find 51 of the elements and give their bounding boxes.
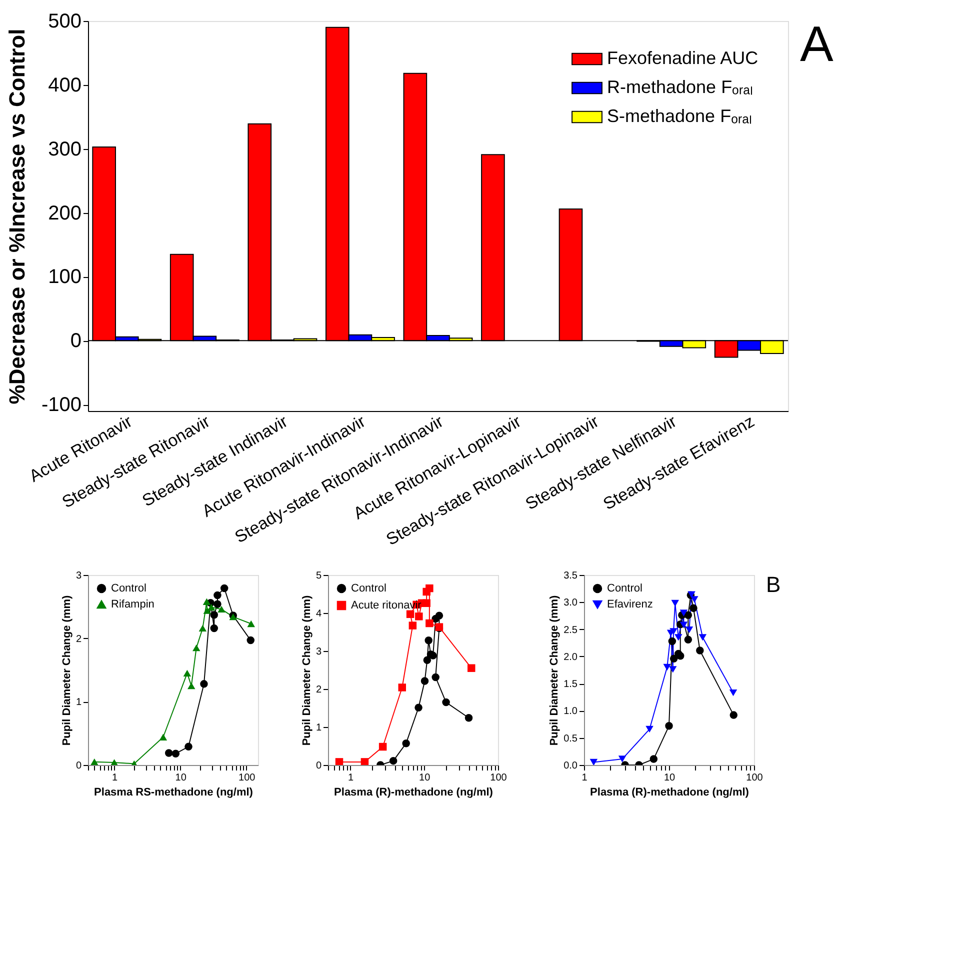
y-tick-label: 3.0 [564,598,578,609]
y-tick-label: 0 [76,760,82,772]
y-tick-label: 3 [76,570,82,582]
y-tick-label: 0.5 [564,733,578,744]
y-tick-label: 1.0 [564,706,578,718]
legend-label: S-methadone Fₒᵣₐₗ [607,106,752,126]
x-tick-label: 1 [348,772,354,784]
x-tick-label: 10 [175,772,187,784]
y-tick-label: 100 [48,266,82,288]
y-tick-label: 300 [48,138,82,160]
y-tick-label: 0 [316,760,322,772]
y-tick-label: 1 [316,722,322,734]
y-tick-label: 400 [48,74,82,96]
x-tick-label: 1 [582,772,588,784]
x-tick-label: 1 [112,772,118,784]
legend-label: Fexofenadine AUC [607,48,758,68]
legend-label: R-methadone Fₒᵣₐₗ [607,77,753,97]
y-tick-label: 500 [48,10,82,32]
y-tick-label: 4 [316,608,322,620]
y-tick-label: 200 [48,202,82,224]
x-tick-label: 100 [746,772,764,784]
legend-label: Control [351,582,386,594]
x-axis-title: Plasma (R)-methadone (ng/ml) [590,786,750,798]
y-tick-label: 0.0 [564,760,578,772]
x-axis-title: Plasma (R)-methadone (ng/ml) [334,786,494,798]
y-tick-label: 2.0 [564,652,578,663]
legend-label: Control [111,582,146,594]
x-tick-label: 10 [664,772,676,784]
x-tick-label: 100 [238,772,256,784]
legend-label: Efavirenz [607,598,653,610]
y-tick-label: 2 [76,634,82,645]
x-tick-label: 100 [490,772,508,784]
legend-label: Control [607,582,642,594]
y-tick-label: 5 [316,570,322,582]
y-axis-title: Pupil Diameter Change (mm) [548,594,561,746]
y-tick-label: 1.5 [564,679,578,690]
y-tick-label: 3.5 [564,570,578,582]
legend-label: Rifampin [111,598,154,610]
y-tick-label: 2.5 [564,624,578,636]
y-tick-label: 3 [316,646,322,658]
y-axis-title: %Decrease or %Increase vs Control [4,28,30,404]
y-tick-label: -100 [41,394,82,416]
y-tick-label: 2 [316,684,322,696]
y-tick-label: 1 [76,697,82,708]
x-tick-label: 10 [419,772,431,784]
text: A [800,16,834,72]
y-axis-title: Pupil Diameter Change (mm) [60,594,73,746]
text: B [766,572,781,597]
y-tick-label: 0 [70,330,82,352]
x-axis-title: Plasma RS-methadone (ng/ml) [94,786,254,798]
y-axis-title: Pupil Diameter Change (mm) [300,594,313,746]
